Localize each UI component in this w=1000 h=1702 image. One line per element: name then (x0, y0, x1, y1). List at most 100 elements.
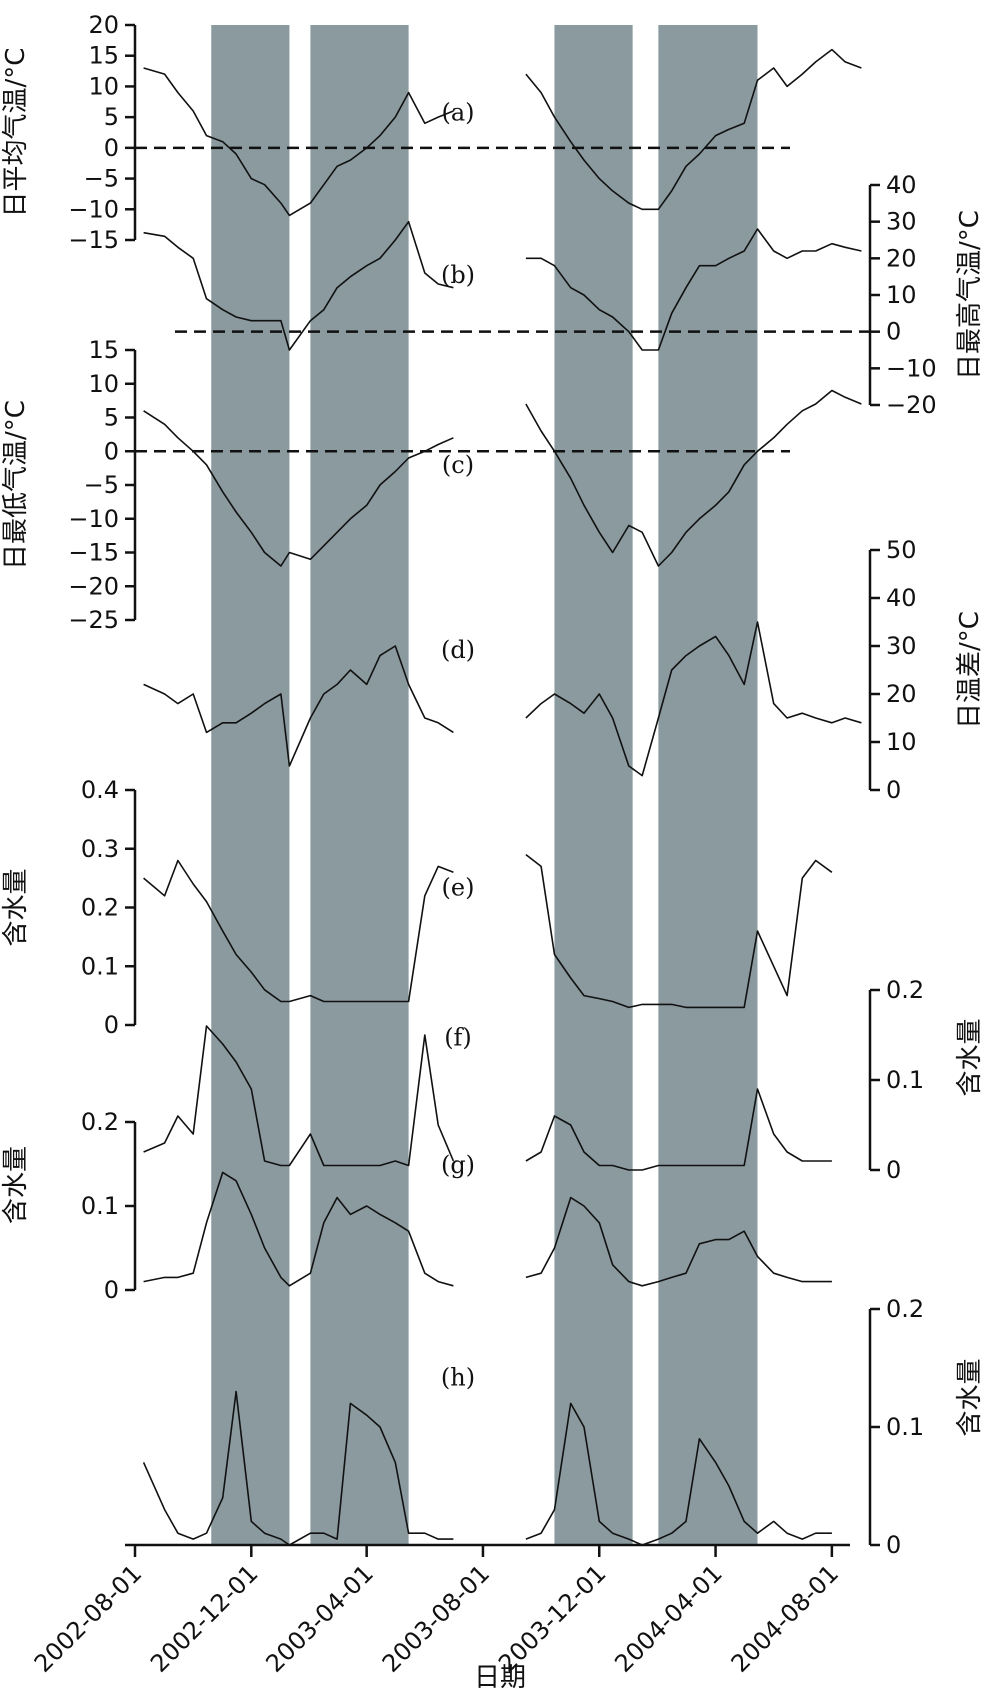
x-tick-label: 2002-12-01 (145, 1559, 263, 1677)
y-tick-label-c: 10 (88, 370, 119, 398)
series-line-f-1 (143, 1025, 455, 1167)
y-tick-label-d: 10 (886, 728, 917, 756)
y-tick-label-a: −5 (84, 165, 119, 193)
y-axis-title-a: 日平均气温/°C (1, 48, 31, 218)
x-tick-label: 2003-12-01 (493, 1559, 611, 1677)
y-tick-label-f: 0.1 (886, 1066, 924, 1094)
y-tick-label-h: 0.1 (886, 1413, 924, 1441)
series-line-a-1 (143, 67, 454, 217)
shaded-period-4 (658, 25, 758, 1545)
y-tick-label-d: 20 (886, 680, 917, 708)
series-line-g-1 (143, 1171, 454, 1287)
series-line-c-2 (525, 389, 862, 567)
x-tick-label: 2003-04-01 (260, 1559, 378, 1677)
y-tick-label-e: 0.2 (81, 894, 119, 922)
panel-label-g: (g) (441, 1151, 475, 1179)
panel-h: 0.2 0.1 0 含水量 (h) (142, 1295, 985, 1559)
series-line-a-2 (525, 48, 862, 211)
y-tick-label-a: −10 (68, 195, 119, 223)
shaded-period-layer (211, 25, 758, 1545)
y-axis-title-d: 日温差/°C (955, 611, 985, 729)
y-tick-label-a: 0 (104, 134, 119, 162)
y-axis-title-b: 日最高气温/°C (955, 210, 985, 380)
y-tick-label-g: 0 (104, 1276, 119, 1304)
panel-label-b: (b) (441, 261, 475, 289)
y-tick-label-f: 0 (886, 1156, 901, 1184)
y-tick-label-c: 5 (104, 404, 119, 432)
y-tick-label-d: 30 (886, 632, 917, 660)
panel-f: 0.2 0.1 0 含水量 (f) (143, 976, 985, 1184)
shaded-period-2 (310, 25, 409, 1545)
panel-g: 0.2 0.1 0 含水量 (g) (1, 1108, 832, 1304)
x-tick-label: 2002-08-01 (29, 1559, 147, 1677)
panel-label-f: (f) (444, 1024, 472, 1052)
y-axis-title-h: 含水量 (955, 1358, 985, 1436)
y-tick-label-e: 0.3 (81, 835, 119, 863)
y-tick-label-d: 40 (886, 584, 917, 612)
panel-d: 50 40 30 20 10 0 日温差/°C (d) (143, 536, 985, 804)
x-tick-label: 2004-08-01 (726, 1559, 844, 1677)
y-tick-label-b: −10 (886, 354, 937, 382)
y-tick-label-g: 0.1 (81, 1192, 119, 1220)
y-axis-title-f: 含水量 (955, 1018, 985, 1096)
y-tick-label-h: 0.2 (886, 1295, 924, 1323)
y-tick-label-c: 15 (88, 336, 119, 364)
y-tick-label-b: −20 (886, 391, 937, 419)
series-line-d-1 (143, 645, 454, 767)
series-line-b-2 (525, 228, 862, 351)
y-tick-label-h: 0 (886, 1531, 901, 1559)
y-tick-label-e: 0 (104, 1011, 119, 1039)
series-line-d-2 (525, 621, 862, 777)
y-tick-label-a: 15 (88, 42, 119, 70)
y-tick-label-c: −15 (68, 539, 119, 567)
y-tick-label-c: −10 (68, 505, 119, 533)
series-line-c-1 (143, 410, 454, 567)
panel-e: 0.4 0.3 0.2 0.1 0 含水量 (e) (1, 776, 833, 1039)
series-line-e-1 (143, 859, 454, 1003)
y-tick-label-e: 0.4 (81, 776, 119, 804)
y-tick-label-b: 20 (886, 244, 917, 272)
panel-c: 15 10 5 0 −5 −10 −15 −20 −25 日最低气温/°C (c) (1, 336, 862, 634)
panel-label-a: (a) (441, 99, 474, 127)
y-tick-label-a: 10 (88, 72, 119, 100)
y-tick-label-f: 0.2 (886, 976, 924, 1004)
y-axis-title-g: 含水量 (1, 1146, 31, 1224)
y-axis-title-c: 日最低气温/°C (1, 400, 31, 570)
y-axis-title-e: 含水量 (1, 868, 31, 946)
series-line-h-1 (142, 1390, 454, 1546)
y-tick-label-a: 5 (104, 103, 119, 131)
shaded-period-3 (554, 25, 633, 1545)
y-tick-label-d: 50 (886, 536, 917, 564)
y-tick-label-c: −25 (68, 606, 119, 634)
y-tick-label-a: −15 (68, 226, 119, 254)
y-tick-label-g: 0.2 (81, 1108, 119, 1136)
y-tick-label-e: 0.1 (81, 952, 119, 980)
x-axis: 2002-08-012002-12-012003-04-012003-08-01… (29, 1543, 850, 1678)
series-line-e-2 (525, 853, 833, 1009)
y-tick-label-c: −5 (84, 471, 119, 499)
y-tick-label-b: 0 (886, 318, 901, 346)
panel-label-d: (d) (441, 636, 475, 664)
x-axis-title: 日期 (474, 1663, 526, 1693)
y-tick-label-d: 0 (886, 776, 901, 804)
y-tick-label-c: −20 (68, 572, 119, 600)
y-tick-label-a: 20 (88, 11, 119, 39)
shaded-period-1 (211, 25, 290, 1545)
x-tick-label: 2003-08-01 (377, 1559, 495, 1677)
panel-label-c: (c) (442, 451, 474, 479)
y-tick-label-c: 0 (104, 437, 119, 465)
series-line-b-1 (143, 220, 454, 351)
panel-b: 40 30 20 10 0 −10 −20 日最高气温/°C (b) (143, 171, 985, 419)
y-tick-label-b: 10 (886, 281, 917, 309)
panel-label-h: (h) (441, 1364, 475, 1392)
x-tick-label: 2004-04-01 (609, 1559, 727, 1677)
series-line-h-2 (525, 1402, 832, 1546)
series-line-f-2 (525, 1088, 832, 1171)
y-tick-label-b: 40 (886, 171, 917, 199)
series-line-g-2 (525, 1196, 832, 1287)
panel-label-e: (e) (442, 874, 475, 902)
y-tick-label-b: 30 (886, 208, 917, 236)
